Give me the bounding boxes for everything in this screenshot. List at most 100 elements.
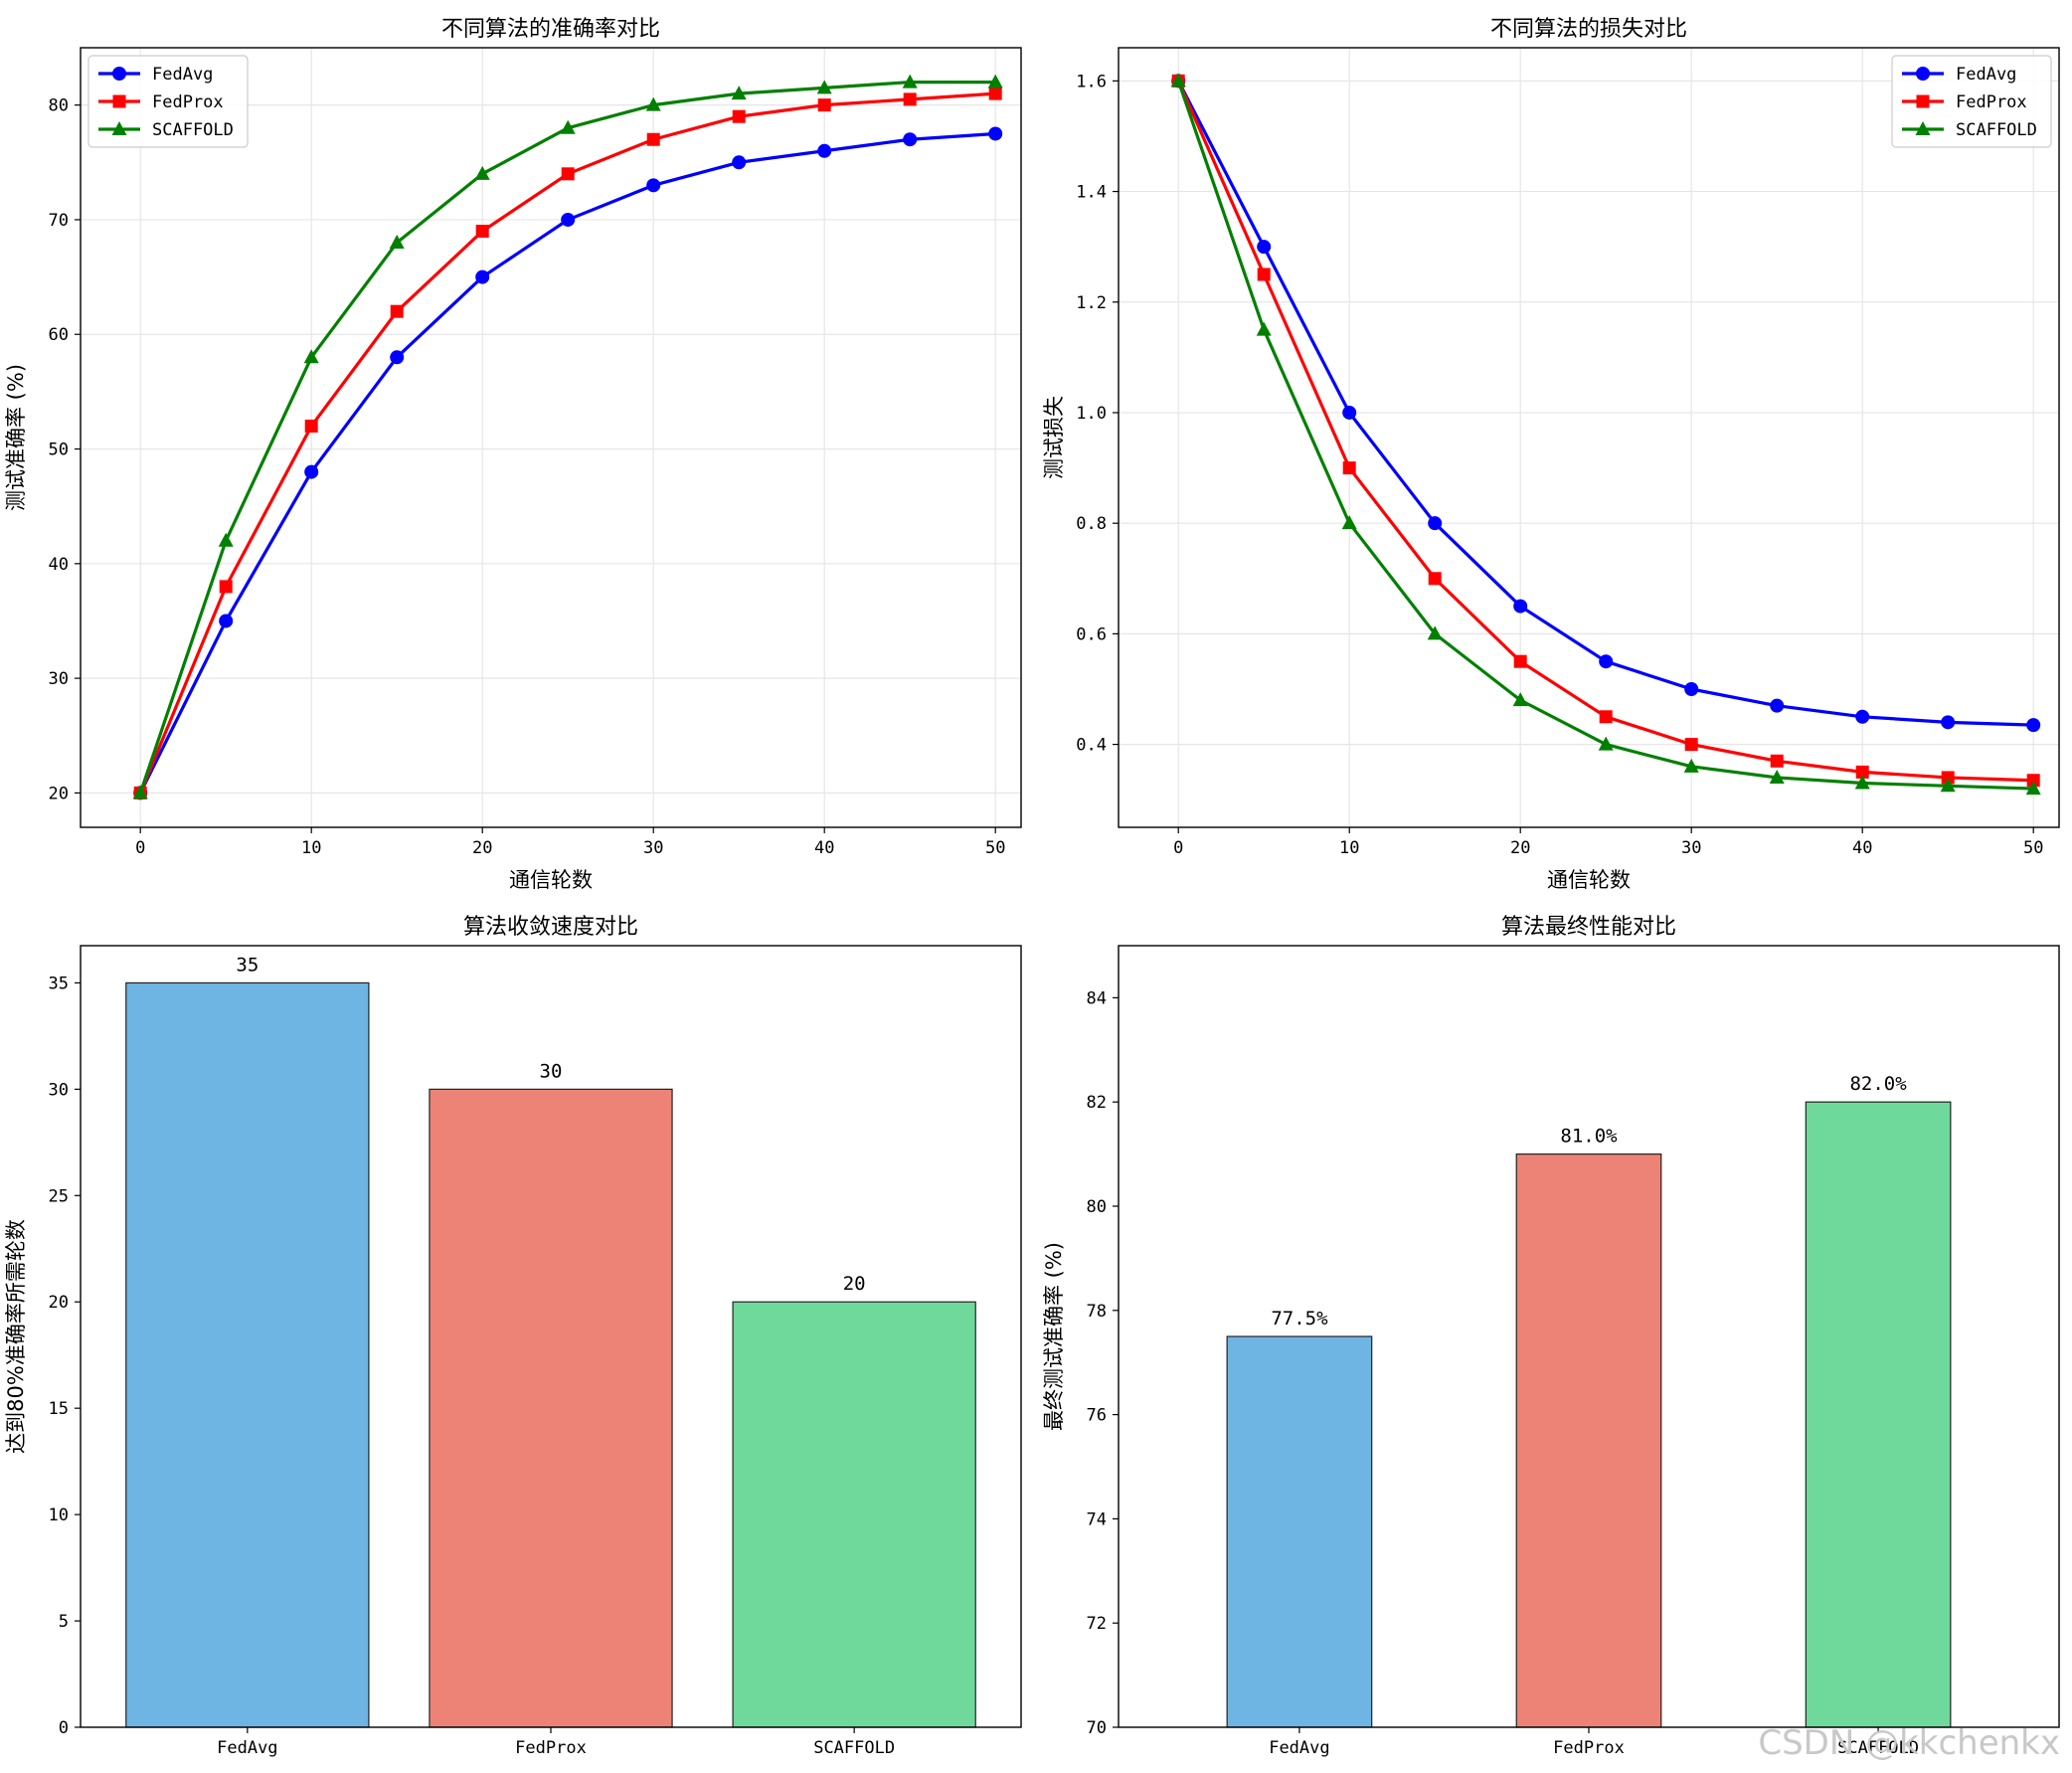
data-point bbox=[1855, 709, 1870, 724]
data-point bbox=[1941, 715, 1956, 730]
y-tick-label: 10 bbox=[49, 1506, 69, 1525]
y-tick-label: 0 bbox=[59, 1718, 69, 1738]
data-point bbox=[561, 212, 576, 227]
bar-data-label: 30 bbox=[540, 1060, 563, 1082]
legend-marker bbox=[112, 94, 126, 108]
legend-marker bbox=[1915, 121, 1931, 135]
data-point bbox=[561, 167, 575, 181]
y-tick-label: 20 bbox=[49, 784, 69, 803]
bar-fedprox bbox=[1515, 1152, 1662, 1728]
data-point bbox=[390, 350, 405, 365]
legend-marker bbox=[1916, 67, 1930, 81]
x-tick-label: FedAvg bbox=[1269, 1738, 1329, 1758]
y-tick-label: 72 bbox=[1087, 1614, 1107, 1634]
series-fedavg bbox=[1171, 74, 2041, 733]
legend-box bbox=[87, 55, 249, 148]
chart-1-xlabel: 通信轮数 bbox=[1547, 868, 1631, 892]
x-tick-label: 50 bbox=[985, 838, 1005, 858]
y-tick-label: 0.4 bbox=[1076, 736, 1107, 756]
data-point bbox=[218, 532, 234, 547]
data-point bbox=[1598, 736, 1614, 751]
data-point bbox=[1257, 267, 1271, 281]
data-point bbox=[988, 87, 1002, 100]
data-point bbox=[219, 614, 234, 628]
y-tick-label: 60 bbox=[49, 325, 69, 345]
bar-scaffold bbox=[732, 1301, 976, 1728]
y-tick-label: 25 bbox=[49, 1186, 69, 1206]
chart-3-title: 算法最终性能对比 bbox=[1501, 915, 1676, 940]
chart-0-title: 不同算法的准确率对比 bbox=[441, 17, 660, 42]
data-point bbox=[2026, 718, 2041, 733]
y-tick-label: 15 bbox=[49, 1399, 69, 1419]
chart-1-ylabel: 测试损失 bbox=[1042, 396, 1066, 479]
plot-frame bbox=[80, 945, 1022, 1728]
legend-label: FedProx bbox=[152, 92, 224, 112]
chart-0-ylabel: 测试准确率 (%) bbox=[4, 364, 28, 511]
watermark: CSDN @kkchenkx bbox=[1758, 1723, 2060, 1763]
chart-2-title: 算法收敛速度对比 bbox=[463, 915, 638, 940]
plot-frame bbox=[1118, 945, 2060, 1728]
data-point bbox=[903, 132, 918, 147]
data-point bbox=[1770, 754, 1784, 768]
data-point bbox=[2025, 781, 2041, 796]
data-point bbox=[1342, 405, 1357, 420]
y-tick-label: 1.6 bbox=[1076, 72, 1107, 91]
chart-1-title: 不同算法的损失对比 bbox=[1490, 17, 1687, 42]
data-point bbox=[2026, 774, 2040, 788]
data-point bbox=[1341, 515, 1357, 530]
data-point bbox=[1769, 769, 1785, 784]
bar-data-label: 20 bbox=[843, 1273, 866, 1295]
y-tick-label: 1.2 bbox=[1076, 293, 1107, 313]
y-tick-label: 40 bbox=[49, 555, 69, 575]
y-tick-label: 30 bbox=[49, 1080, 69, 1100]
x-tick-label: 40 bbox=[1852, 838, 1872, 858]
data-point bbox=[732, 109, 746, 123]
y-tick-label: 1.4 bbox=[1076, 183, 1107, 203]
data-point bbox=[645, 96, 661, 111]
y-tick-label: 35 bbox=[49, 974, 69, 993]
data-point bbox=[475, 224, 489, 238]
data-point bbox=[1854, 775, 1870, 790]
bar-scaffold bbox=[1805, 1101, 1952, 1728]
x-tick-label: SCAFFOLD bbox=[813, 1738, 895, 1758]
x-tick-label: 10 bbox=[1339, 838, 1359, 858]
y-tick-label: 50 bbox=[49, 441, 69, 460]
y-tick-label: 0.8 bbox=[1076, 514, 1107, 534]
data-point bbox=[731, 86, 747, 100]
series-scaffold bbox=[132, 74, 1003, 799]
legend-marker bbox=[111, 121, 127, 135]
data-point bbox=[646, 132, 660, 146]
legend-marker bbox=[1916, 94, 1930, 108]
data-point bbox=[1684, 681, 1699, 696]
bar-data-label: 35 bbox=[236, 954, 259, 975]
data-point bbox=[646, 178, 661, 193]
legend-box bbox=[1891, 55, 2052, 148]
chart-2-ylabel: 达到80%准确率所需轮数 bbox=[4, 1219, 28, 1454]
y-tick-label: 20 bbox=[49, 1293, 69, 1313]
series-scaffold bbox=[1170, 73, 2041, 796]
data-point bbox=[1513, 599, 1528, 614]
data-point bbox=[1941, 771, 1955, 785]
accuracy-line-chart: 0 10 20 30 40 50 20 30 40 50 60 70 80 FedAvg FedProx SC… bbox=[4, 17, 1022, 892]
y-tick-label: 80 bbox=[49, 96, 69, 116]
data-point bbox=[1940, 778, 1956, 793]
data-point bbox=[475, 269, 490, 284]
data-point bbox=[132, 785, 148, 799]
y-tick-label: 84 bbox=[1087, 988, 1107, 1008]
y-tick-label: 78 bbox=[1087, 1302, 1107, 1322]
series-fedprox bbox=[133, 87, 1002, 799]
x-tick-label: 10 bbox=[301, 838, 321, 858]
bar-fedprox bbox=[429, 1088, 673, 1728]
data-point bbox=[1599, 710, 1613, 724]
legend-label: SCAFFOLD bbox=[152, 120, 234, 140]
x-tick-label: 30 bbox=[1681, 838, 1701, 858]
bar-data-label: 82.0% bbox=[1849, 1073, 1907, 1095]
data-point bbox=[390, 304, 404, 318]
bar-fedavg bbox=[125, 981, 370, 1728]
legend-label: FedAvg bbox=[1956, 65, 2016, 85]
final-performance-bar-chart: 70 72 74 76 78 80 82 84 77.5% FedAvg 81.0% FedProx 8… bbox=[1042, 915, 2060, 1758]
data-point bbox=[219, 580, 233, 594]
y-tick-label: 82 bbox=[1087, 1093, 1107, 1113]
data-point bbox=[1256, 321, 1272, 336]
